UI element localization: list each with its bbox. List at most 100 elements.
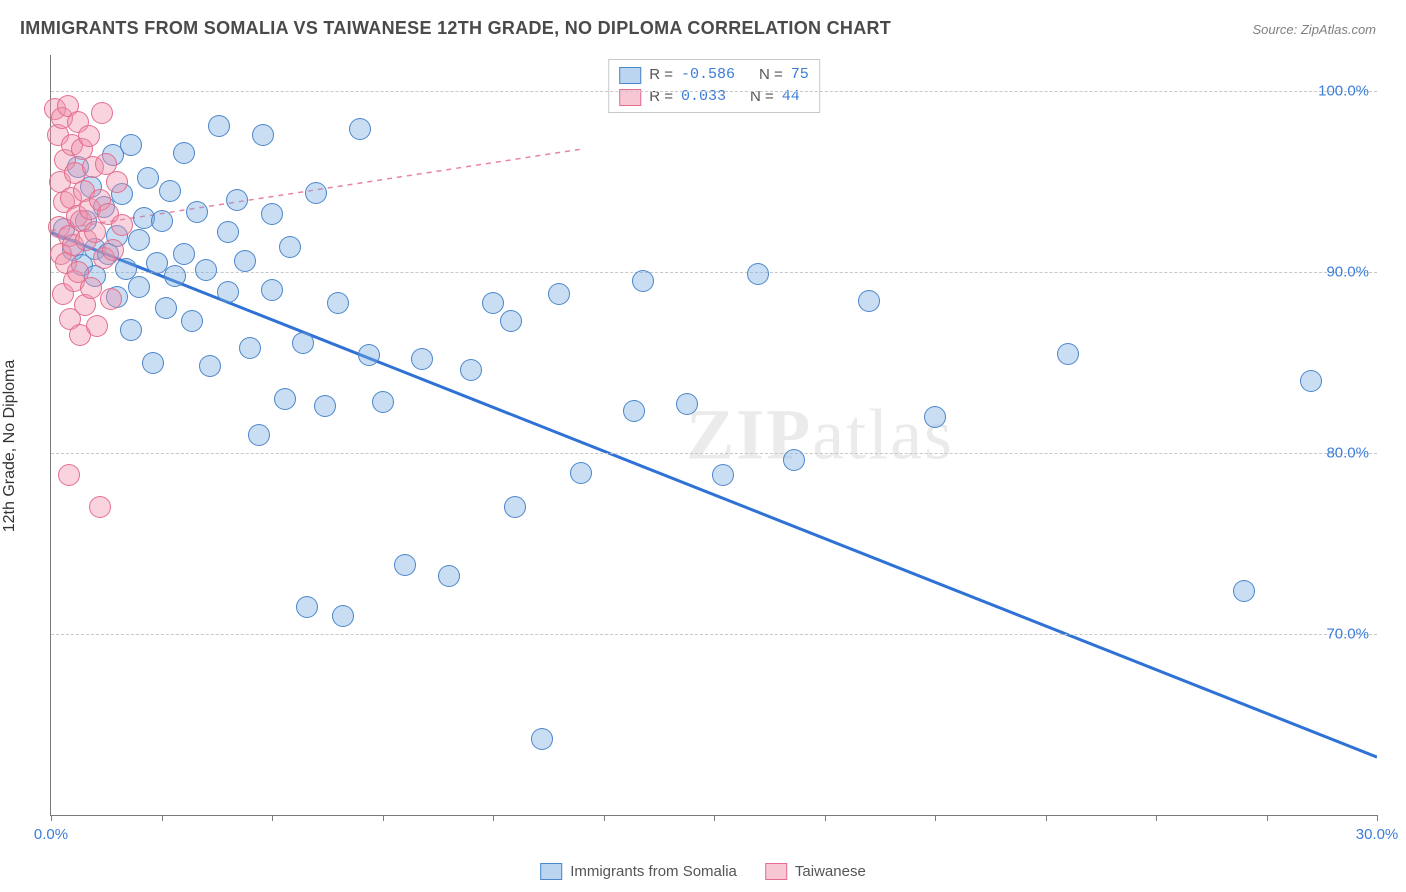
data-point — [217, 221, 239, 243]
data-point — [248, 424, 270, 446]
data-point — [208, 115, 230, 137]
data-point — [111, 214, 133, 236]
data-point — [676, 393, 698, 415]
data-point — [195, 259, 217, 281]
data-point — [78, 125, 100, 147]
data-point — [217, 281, 239, 303]
regression-line — [51, 232, 1377, 757]
data-point — [500, 310, 522, 332]
data-point — [252, 124, 274, 146]
x-tick-mark — [935, 815, 936, 821]
data-point — [531, 728, 553, 750]
data-point — [548, 283, 570, 305]
data-point — [142, 352, 164, 374]
data-point — [80, 277, 102, 299]
data-point — [164, 265, 186, 287]
legend-label: Taiwanese — [795, 863, 866, 880]
swatch-blue-icon — [619, 67, 641, 84]
data-point — [372, 391, 394, 413]
data-point — [173, 243, 195, 265]
x-tick-label: 0.0% — [34, 826, 68, 843]
series-legend: Immigrants from Somalia Taiwanese — [540, 863, 866, 880]
data-point — [106, 171, 128, 193]
gridline — [51, 91, 1377, 92]
legend-item-taiwanese: Taiwanese — [765, 863, 866, 880]
data-point — [120, 134, 142, 156]
legend-label: Immigrants from Somalia — [570, 863, 737, 880]
swatch-pink-icon — [765, 863, 787, 880]
data-point — [570, 462, 592, 484]
data-point — [91, 102, 113, 124]
data-point — [504, 496, 526, 518]
plot-area: ZIPatlas R = -0.586 N = 75 R = 0.033 N =… — [50, 55, 1377, 816]
data-point — [137, 167, 159, 189]
data-point — [86, 315, 108, 337]
legend-row-pink: R = 0.033 N = 44 — [619, 86, 809, 108]
y-tick-label: 100.0% — [1318, 83, 1369, 100]
data-point — [100, 288, 122, 310]
y-tick-label: 70.0% — [1326, 626, 1369, 643]
data-point — [1233, 580, 1255, 602]
legend-row-blue: R = -0.586 N = 75 — [619, 64, 809, 86]
correlation-legend: R = -0.586 N = 75 R = 0.033 N = 44 — [608, 59, 820, 113]
data-point — [394, 554, 416, 576]
data-point — [58, 464, 80, 486]
data-point — [411, 348, 433, 370]
data-point — [181, 310, 203, 332]
data-point — [186, 201, 208, 223]
data-point — [128, 229, 150, 251]
x-tick-mark — [383, 815, 384, 821]
x-tick-label: 30.0% — [1356, 826, 1399, 843]
x-tick-mark — [825, 815, 826, 821]
gridline — [51, 453, 1377, 454]
data-point — [327, 292, 349, 314]
data-point — [747, 263, 769, 285]
data-point — [296, 596, 318, 618]
data-point — [1057, 343, 1079, 365]
data-point — [89, 496, 111, 518]
data-point — [1300, 370, 1322, 392]
x-tick-mark — [272, 815, 273, 821]
data-point — [226, 189, 248, 211]
data-point — [632, 270, 654, 292]
data-point — [292, 332, 314, 354]
x-tick-mark — [1156, 815, 1157, 821]
swatch-blue-icon — [540, 863, 562, 880]
y-axis-label: 12th Grade, No Diploma — [1, 360, 19, 533]
x-tick-mark — [51, 815, 52, 821]
chart-title: IMMIGRANTS FROM SOMALIA VS TAIWANESE 12T… — [20, 18, 891, 39]
x-tick-mark — [1377, 815, 1378, 821]
data-point — [349, 118, 371, 140]
data-point — [155, 297, 177, 319]
data-point — [239, 337, 261, 359]
x-tick-mark — [604, 815, 605, 821]
data-point — [305, 182, 327, 204]
data-point — [128, 276, 150, 298]
data-point — [159, 180, 181, 202]
data-point — [279, 236, 301, 258]
data-point — [151, 210, 173, 232]
data-point — [438, 565, 460, 587]
gridline — [51, 272, 1377, 273]
data-point — [173, 142, 195, 164]
data-point — [261, 279, 283, 301]
data-point — [84, 221, 106, 243]
y-tick-label: 90.0% — [1326, 264, 1369, 281]
x-tick-mark — [714, 815, 715, 821]
data-point — [858, 290, 880, 312]
data-point — [234, 250, 256, 272]
data-point — [120, 319, 142, 341]
data-point — [358, 344, 380, 366]
data-point — [199, 355, 221, 377]
x-tick-mark — [162, 815, 163, 821]
data-point — [314, 395, 336, 417]
legend-item-somalia: Immigrants from Somalia — [540, 863, 737, 880]
data-point — [783, 449, 805, 471]
data-point — [274, 388, 296, 410]
gridline — [51, 634, 1377, 635]
x-tick-mark — [1267, 815, 1268, 821]
data-point — [924, 406, 946, 428]
data-point — [332, 605, 354, 627]
data-point — [261, 203, 283, 225]
data-point — [460, 359, 482, 381]
